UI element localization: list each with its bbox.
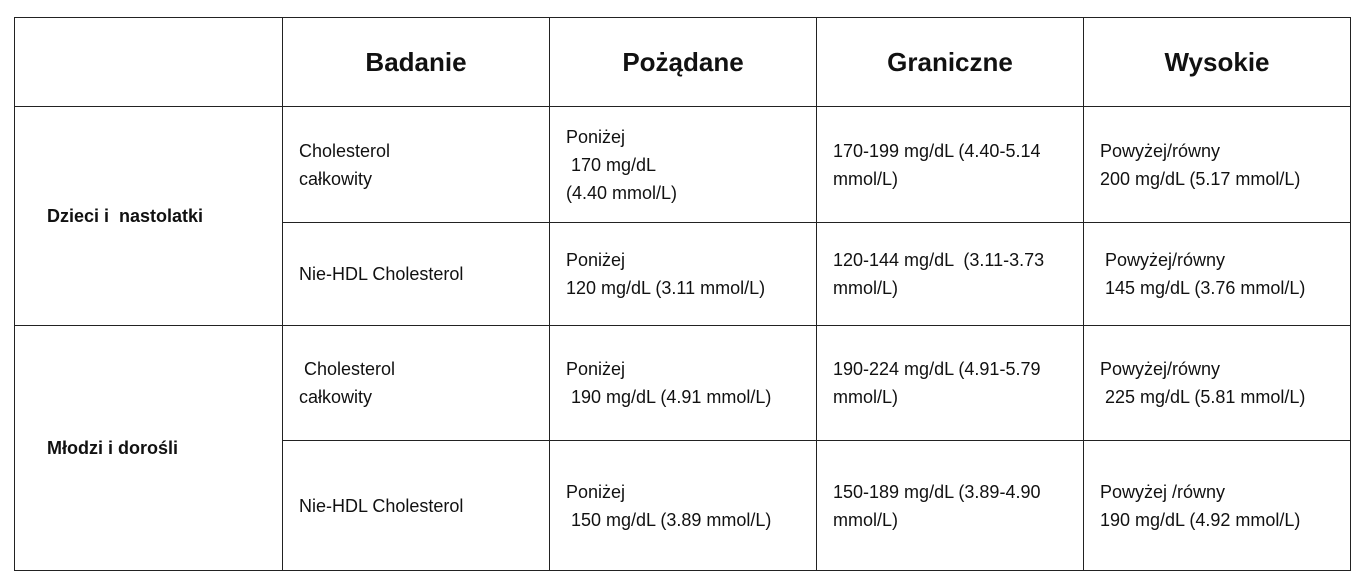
cell-line: 120-144 mg/dL (3.11-3.73	[833, 250, 1045, 270]
cell-line: 200 mg/dL (5.17 mmol/L)	[1100, 168, 1301, 189]
cell-line: (4.40 mmol/L)	[566, 182, 678, 203]
header-text: Wysokie	[1164, 47, 1270, 77]
cell-line: całkowity	[299, 387, 373, 407]
cell-line: mmol/L)	[833, 387, 899, 407]
group-label: Młodzi i dorośli	[47, 438, 178, 458]
data-cell: 190-224 mg/dL (4.91-5.79 mmol/L)	[816, 325, 1084, 441]
data-cell: Powyżej /równy 190 mg/dL (4.92 mmol/L)	[1083, 440, 1351, 571]
data-cell: Poniżej 170 mg/dL (4.40 mmol/L)	[549, 106, 817, 223]
data-cell: Powyżej/równy 225 mg/dL (5.81 mmol/L)	[1083, 325, 1351, 441]
cell-line: 190-224 mg/dL (4.91-5.79	[833, 359, 1041, 379]
cell-line: mmol/L)	[833, 168, 899, 189]
cell-line: 170 mg/dL	[566, 154, 657, 175]
data-cell: Powyżej/równy 200 mg/dL (5.17 mmol/L)	[1083, 106, 1351, 223]
cell-line: 170-199 mg/dL (4.40-5.14	[833, 140, 1041, 161]
cell-line: mmol/L)	[833, 278, 899, 298]
cell-line: 190 mg/dL (4.92 mmol/L)	[1100, 509, 1301, 530]
cell-line: Powyżej /równy	[1100, 481, 1226, 502]
data-cell: Powyżej/równy 145 mg/dL (3.76 mmol/L)	[1083, 222, 1351, 326]
data-cell: Nie-HDL Cholesterol	[282, 440, 550, 571]
cell-line: 120 mg/dL (3.11 mmol/L)	[566, 278, 766, 298]
data-cell: Poniżej 150 mg/dL (3.89 mmol/L)	[549, 440, 817, 571]
cell-line: 145 mg/dL (3.76 mmol/L)	[1100, 278, 1306, 298]
data-cell: Nie-HDL Cholesterol	[282, 222, 550, 326]
data-cell: 170-199 mg/dL (4.40-5.14 mmol/L)	[816, 106, 1084, 223]
cell-line: Powyżej/równy	[1100, 359, 1221, 379]
group-cell: Dzieci i nastolatki	[14, 106, 283, 326]
cell-line: całkowity	[299, 168, 373, 189]
cell-line: 150-189 mg/dL (3.89-4.90	[833, 481, 1041, 502]
cell-line: Poniżej	[566, 481, 626, 502]
cell-line: Cholesterol	[299, 359, 396, 379]
data-cell: Poniżej 120 mg/dL (3.11 mmol/L)	[549, 222, 817, 326]
header-text: Graniczne	[887, 47, 1013, 77]
header-text: Badanie	[365, 47, 467, 77]
cell-line: 190 mg/dL (4.91 mmol/L)	[566, 387, 772, 407]
cell-line: Poniżej	[566, 250, 626, 270]
data-cell: Cholesterol całkowity	[282, 106, 550, 223]
header-cell: Pożądane	[549, 17, 817, 107]
header-cell: Badanie	[282, 17, 550, 107]
cell-line: Powyżej/równy	[1100, 250, 1226, 270]
header-cell: Wysokie	[1083, 17, 1351, 107]
group-label: Dzieci i nastolatki	[47, 206, 204, 226]
cell-line: Nie-HDL Cholesterol	[299, 264, 464, 284]
data-cell: 120-144 mg/dL (3.11-3.73 mmol/L)	[816, 222, 1084, 326]
cell-line: Poniżej	[566, 126, 626, 147]
cell-line: 150 mg/dL (3.89 mmol/L)	[566, 509, 772, 530]
data-cell: Poniżej 190 mg/dL (4.91 mmol/L)	[549, 325, 817, 441]
data-cell: 150-189 mg/dL (3.89-4.90 mmol/L)	[816, 440, 1084, 571]
cell-line: Nie-HDL Cholesterol	[299, 495, 464, 516]
cell-line: Poniżej	[566, 359, 626, 379]
cell-line: 225 mg/dL (5.81 mmol/L)	[1100, 387, 1306, 407]
cell-line: mmol/L)	[833, 509, 899, 530]
header-text: Pożądane	[622, 47, 744, 77]
corner-cell	[14, 17, 283, 107]
cell-line: Powyżej/równy	[1100, 140, 1221, 161]
header-cell: Graniczne	[816, 17, 1084, 107]
cell-line: Cholesterol	[299, 140, 391, 161]
data-cell: Cholesterol całkowity	[282, 325, 550, 441]
group-cell: Młodzi i dorośli	[14, 325, 283, 571]
